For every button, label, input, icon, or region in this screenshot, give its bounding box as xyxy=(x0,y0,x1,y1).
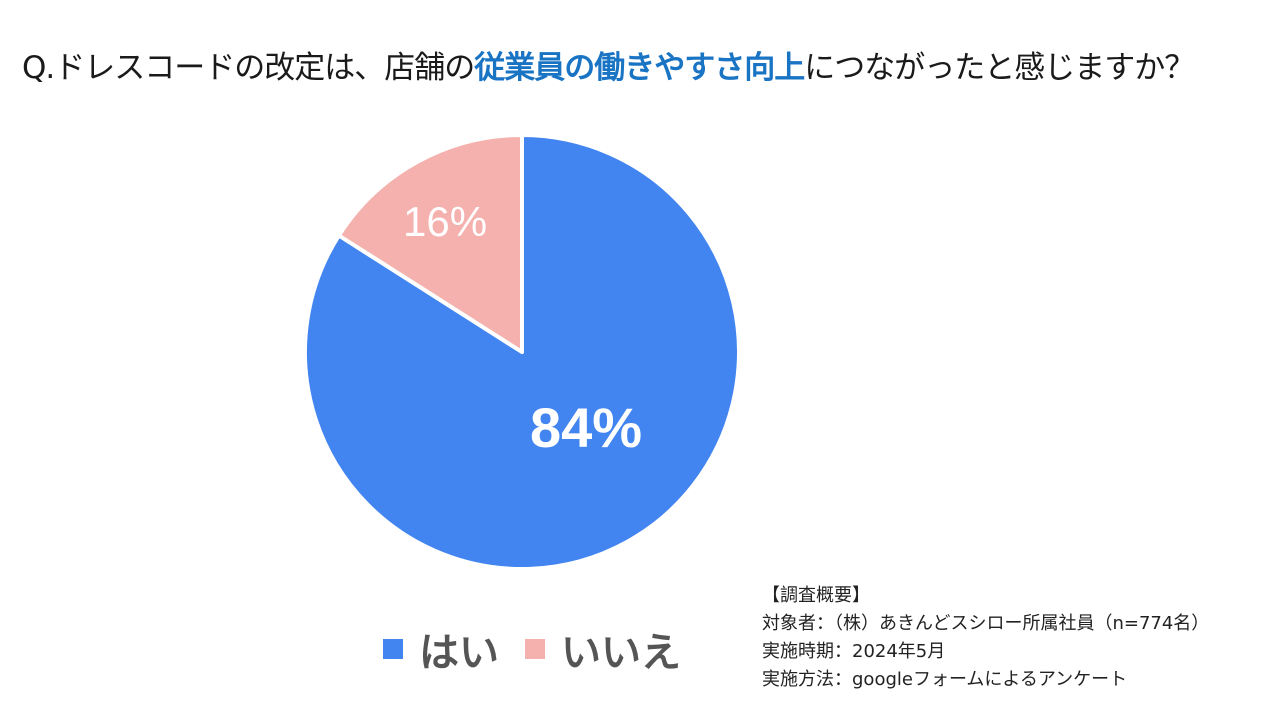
summary-target: 対象者：（株）あきんどスシロー所属社員（n=774名） xyxy=(762,613,1210,634)
summary-period: 実施時期：2024年5月 xyxy=(762,641,946,662)
title-suffix: につながったと感じますか？ xyxy=(804,50,1195,86)
chart-legend: はい いいえ xyxy=(383,620,707,678)
title-highlight: 従業員の働きやすさ向上 xyxy=(474,50,805,86)
pie-slice-no xyxy=(336,133,524,354)
summary-method: 実施方法：googleフォームによるアンケート xyxy=(762,669,1128,690)
pie-label-yes: 84% xyxy=(530,396,643,459)
legend-item-no: いいえ xyxy=(525,620,681,678)
pie-label-no: 16% xyxy=(403,198,488,245)
question-title: Q.ドレスコードの改定は、店舗の従業員の働きやすさ向上につながったと感じますか？ xyxy=(22,42,1195,87)
title-prefix: Q.ドレスコードの改定は、店舗の xyxy=(22,50,475,86)
summary-heading: 【調査概要】 xyxy=(762,585,870,606)
legend-label-no: いいえ xyxy=(561,630,681,676)
legend-swatch-yes xyxy=(383,639,403,659)
survey-summary: 【調査概要】 対象者：（株）あきんどスシロー所属社員（n=774名） 実施時期：… xyxy=(762,582,1209,694)
legend-swatch-no xyxy=(525,639,545,659)
legend-label-yes: はい xyxy=(419,630,499,676)
legend-item-yes: はい xyxy=(383,620,499,678)
